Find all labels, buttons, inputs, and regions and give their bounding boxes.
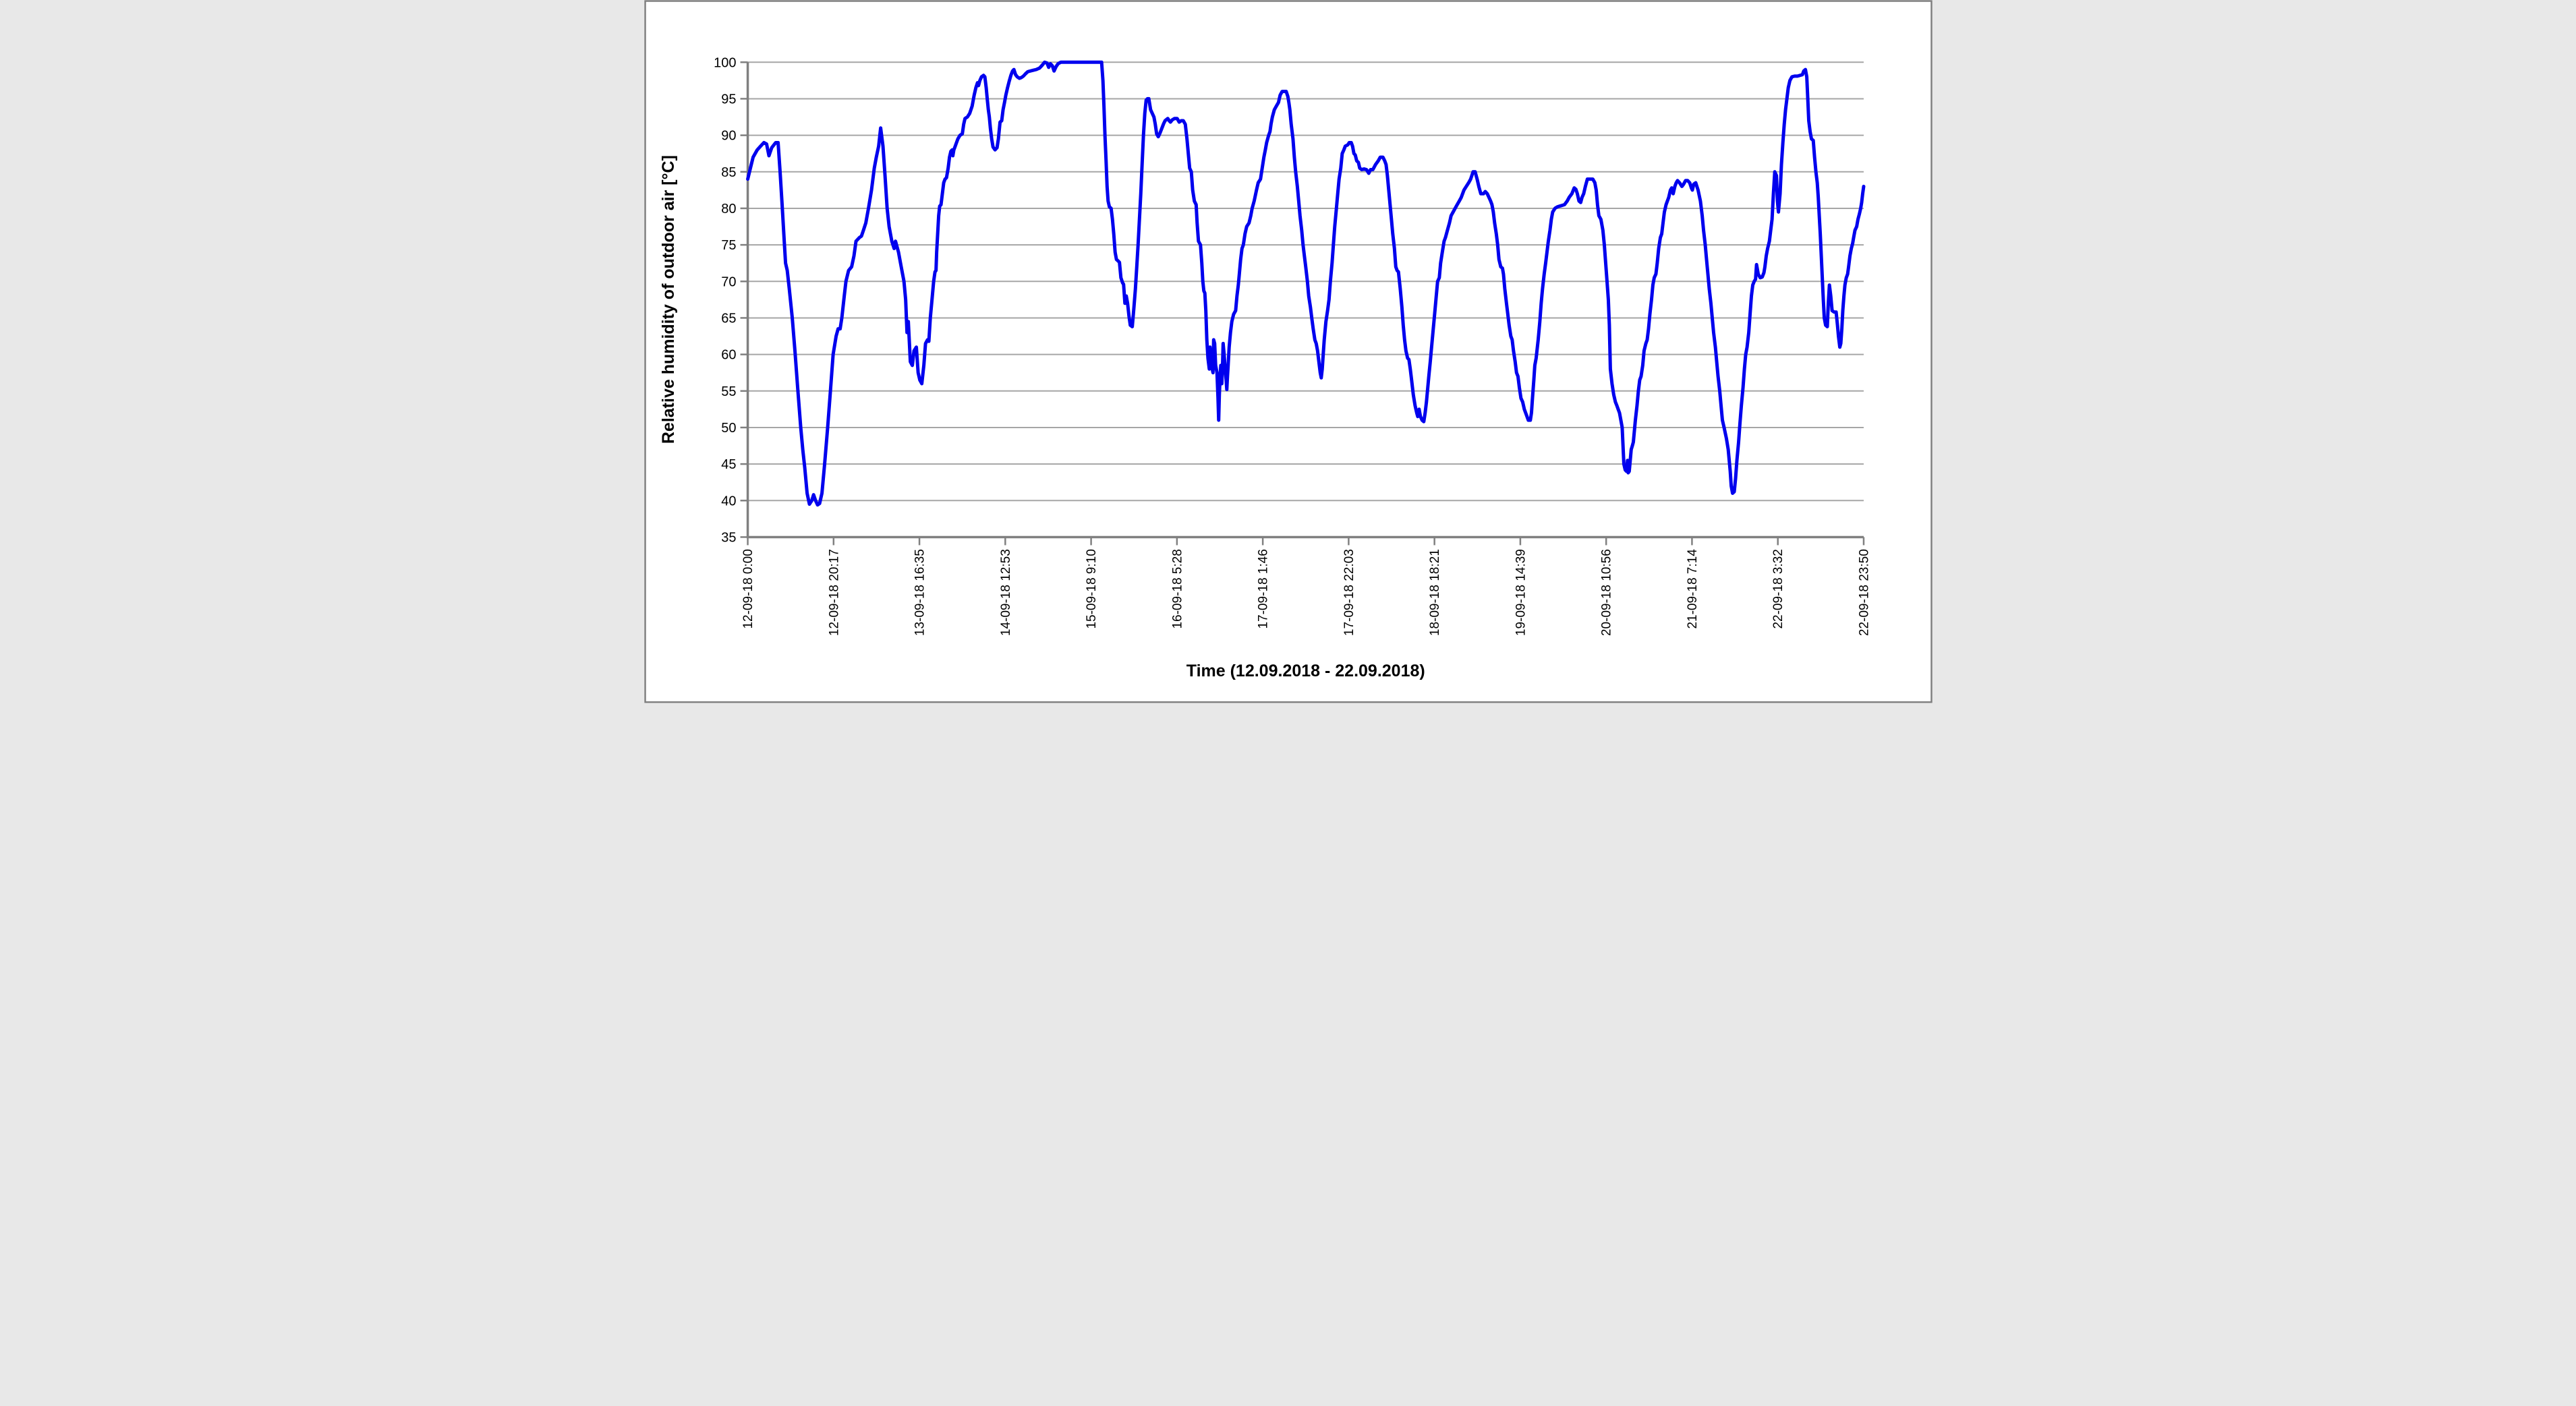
- x-tick-label-13: 22-09-18 23:50: [1857, 549, 1871, 636]
- y-tick-label-100: 100: [714, 55, 736, 70]
- y-tick-label-45: 45: [721, 457, 736, 472]
- x-tick-label-5: 16-09-18 5:28: [1170, 549, 1184, 628]
- x-tick-label-4: 15-09-18 9:10: [1085, 549, 1099, 628]
- chart-page: 35 40 45 50 55 60 65 70 75 80 85 90 95 100 12-09-18 0…: [643, 0, 1933, 703]
- y-tick-label-70: 70: [721, 274, 736, 289]
- x-tick-label-6: 17-09-18 1:46: [1256, 549, 1270, 628]
- x-tick-label-12: 22-09-18 3:32: [1771, 549, 1785, 628]
- x-tick-label-2: 13-09-18 16:35: [913, 549, 927, 636]
- x-tick-label-8: 18-09-18 18:21: [1428, 549, 1442, 636]
- y-tick-label-85: 85: [721, 165, 736, 180]
- tick-marks: [740, 61, 1864, 546]
- x-tick-label-9: 19-09-18 14:39: [1514, 549, 1528, 636]
- y-tick-label-75: 75: [721, 238, 736, 253]
- humidity-line-chart: 35 40 45 50 55 60 65 70 75 80 85 90 95 100 12-09-18 0…: [643, 0, 1933, 703]
- y-tick-label-35: 35: [721, 530, 736, 545]
- y-tick-label-90: 90: [721, 129, 736, 144]
- x-tick-label-7: 17-09-18 22:03: [1342, 549, 1356, 636]
- y-tick-label-60: 60: [721, 348, 736, 363]
- y-tick-label-65: 65: [721, 311, 736, 326]
- x-tick-label-0: 12-09-18 0:00: [741, 549, 755, 628]
- y-tick-label-40: 40: [721, 494, 736, 508]
- x-axis-title: Time (12.09.2018 - 22.09.2018): [1186, 662, 1425, 680]
- y-tick-label-50: 50: [721, 421, 736, 436]
- y-tick-label-95: 95: [721, 92, 736, 107]
- gridlines: [747, 61, 1864, 502]
- x-tick-label-1: 12-09-18 20:17: [827, 549, 841, 636]
- axes: [746, 62, 1864, 539]
- x-tick-label-11: 21-09-18 7:14: [1685, 549, 1699, 629]
- x-tick-label-3: 14-09-18 12:53: [998, 549, 1012, 636]
- y-tick-labels: 35 40 45 50 55 60 65 70 75 80 85 90 95 100: [714, 55, 736, 545]
- humidity-series-line: [745, 60, 1865, 507]
- y-tick-label-80: 80: [721, 202, 736, 216]
- x-tick-label-10: 20-09-18 10:56: [1599, 549, 1613, 636]
- x-tick-labels: 12-09-18 0:00 12-09-18 20:17 13-09-18 16:3…: [741, 549, 1871, 636]
- y-tick-label-55: 55: [721, 384, 736, 399]
- y-axis-title: Relative humidity of outdoor air [°C]: [659, 155, 678, 444]
